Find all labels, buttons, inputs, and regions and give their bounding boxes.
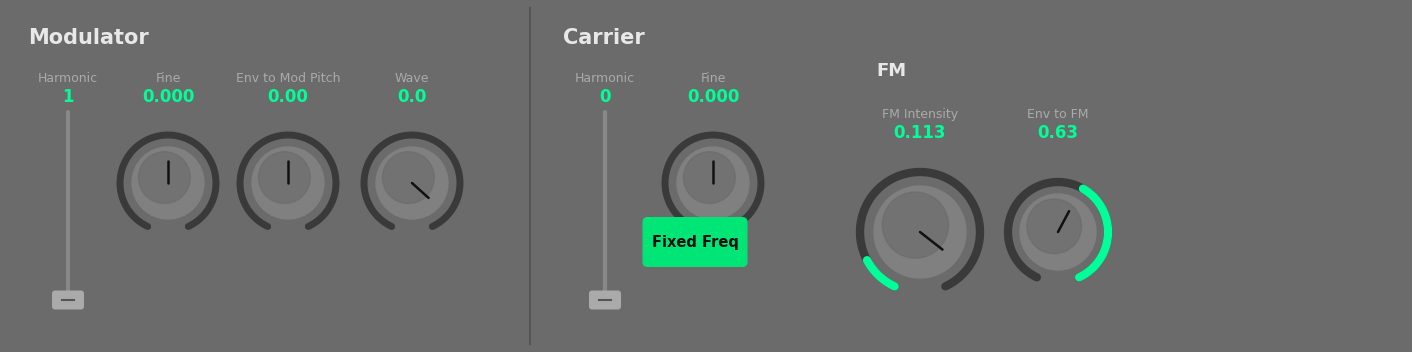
Text: Fine: Fine [700, 72, 726, 85]
Text: Modulator: Modulator [28, 28, 148, 48]
Text: Harmonic: Harmonic [575, 72, 635, 85]
Text: 0.000: 0.000 [686, 88, 740, 106]
Circle shape [1027, 199, 1082, 254]
FancyBboxPatch shape [52, 290, 83, 309]
Circle shape [882, 192, 949, 258]
Text: Fine: Fine [155, 72, 181, 85]
Circle shape [683, 152, 736, 203]
Text: Env to Mod Pitch: Env to Mod Pitch [236, 72, 340, 85]
Text: FM: FM [875, 62, 907, 80]
Text: FM Intensity: FM Intensity [882, 108, 959, 121]
Circle shape [251, 147, 323, 219]
Text: 0.0: 0.0 [397, 88, 426, 106]
FancyBboxPatch shape [642, 217, 747, 267]
Circle shape [383, 152, 435, 203]
Circle shape [874, 186, 966, 278]
Text: 0.113: 0.113 [894, 124, 946, 142]
FancyBboxPatch shape [589, 290, 621, 309]
Text: Fixed Freq: Fixed Freq [651, 234, 738, 250]
Circle shape [131, 147, 203, 219]
Text: 0.63: 0.63 [1038, 124, 1079, 142]
Circle shape [1019, 194, 1096, 270]
Text: Carrier: Carrier [563, 28, 645, 48]
Circle shape [376, 147, 448, 219]
Text: 0: 0 [599, 88, 611, 106]
Text: Wave: Wave [395, 72, 429, 85]
Circle shape [258, 152, 311, 203]
Circle shape [676, 147, 748, 219]
Text: Env to FM: Env to FM [1028, 108, 1089, 121]
Text: Harmonic: Harmonic [38, 72, 97, 85]
Circle shape [138, 152, 191, 203]
Text: 0.00: 0.00 [267, 88, 308, 106]
Text: 1: 1 [62, 88, 73, 106]
Text: 0.000: 0.000 [141, 88, 195, 106]
